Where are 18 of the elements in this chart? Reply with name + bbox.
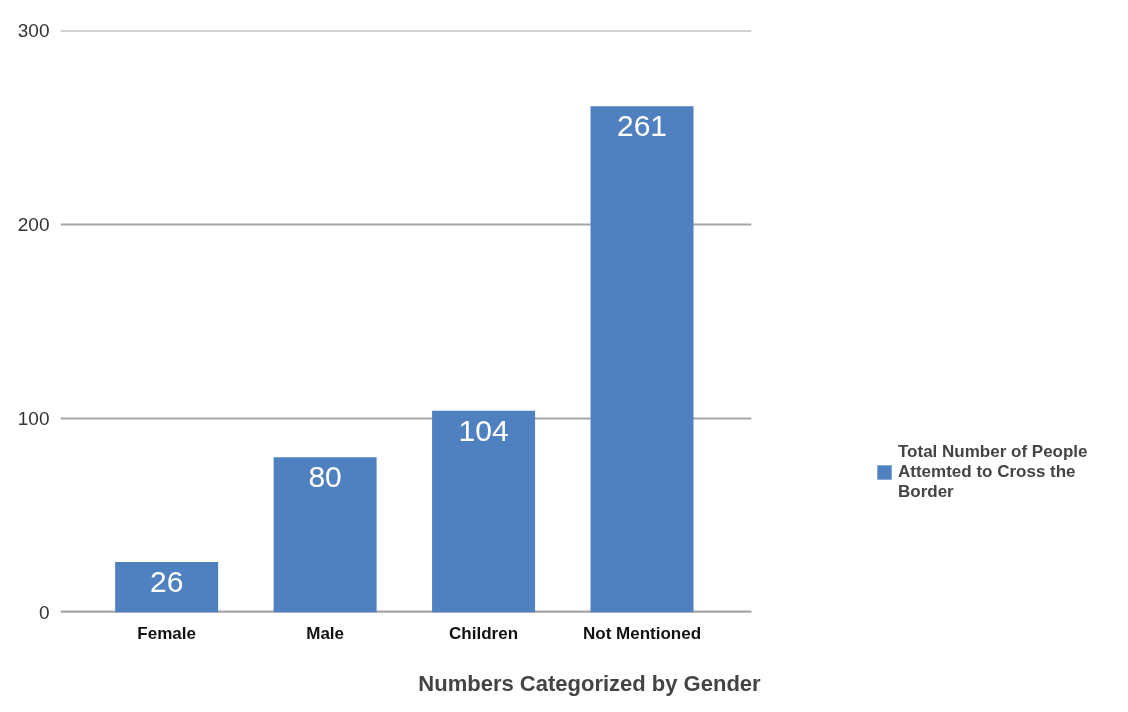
data-label: 261 [617,109,668,143]
y-tick-label: 300 [17,20,50,41]
x-axis-title: Numbers Categorized by Gender [418,670,762,696]
x-tick-label: Male [306,623,345,643]
y-tick-label: 100 [17,408,50,429]
x-tick-label: Children [449,623,519,643]
data-label: 26 [149,565,184,599]
x-tick-label: Not Mentioned [583,623,702,643]
bar [590,106,694,613]
data-label: 104 [458,413,509,447]
y-tick-label: 0 [38,602,50,623]
bar [432,410,536,613]
data-label: 80 [308,460,342,494]
bar [273,457,377,613]
legend-label: Total Number of People Attemted to Cross the Border [898,442,1088,502]
bar [115,562,219,613]
x-tick-label: Female [137,623,196,643]
y-tick-label: 200 [17,214,50,235]
